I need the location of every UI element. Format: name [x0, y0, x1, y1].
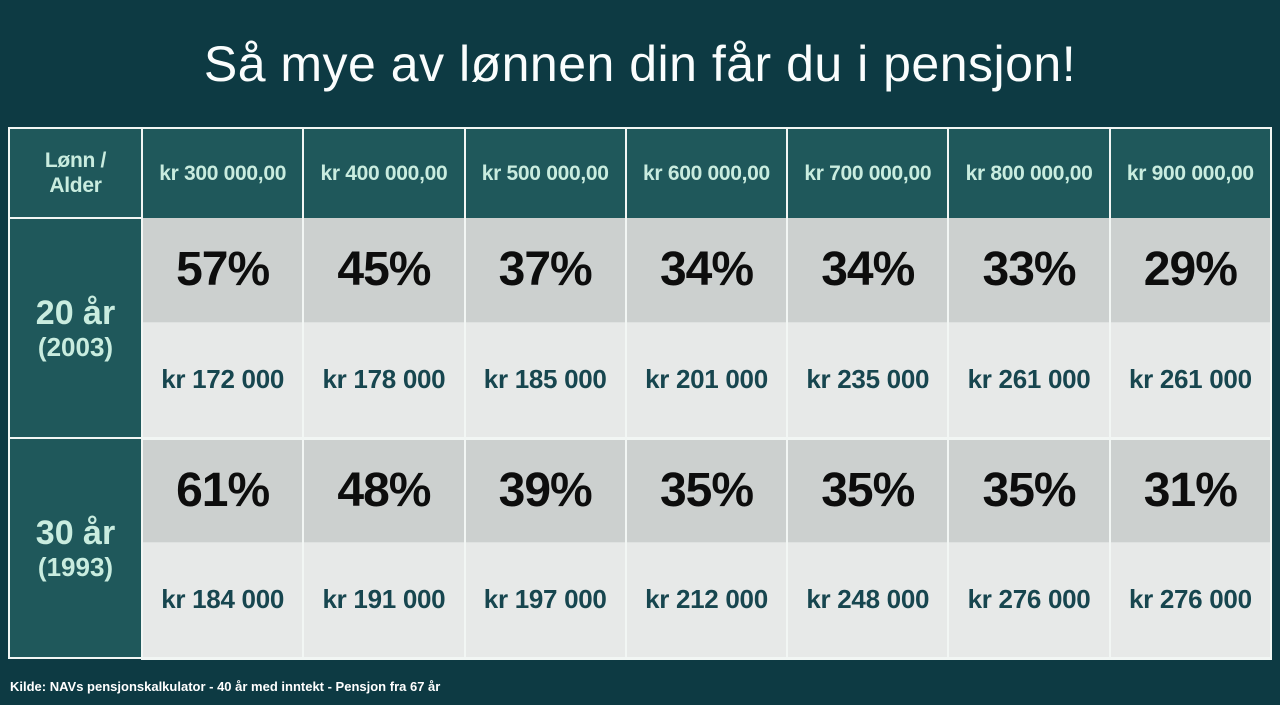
footer-bar: Kilde: NAVs pensjonskalkulator - 40 år m…	[0, 667, 1280, 705]
percent-row-30: 30 år (1993) 61% 48% 39% 35% 35% 35% 31%	[8, 437, 1273, 659]
pension-table: Lønn / Alder kr 300 000,00 kr 400 000,00…	[8, 127, 1273, 660]
percent-cell: 45%	[302, 218, 466, 322]
amount-row-30: kr 184 000 kr 191 000 kr 197 000 kr 212 …	[9, 541, 1273, 660]
percent-cell: 61%	[140, 438, 305, 542]
salary-header-cell: kr 300 000,00	[140, 127, 305, 218]
salary-header-cell: kr 600 000,00	[624, 127, 789, 218]
corner-label-line2: Alder	[49, 174, 102, 197]
percent-cell: 34%	[786, 218, 950, 322]
percent-cell: 31%	[1108, 438, 1273, 542]
amount-cell: kr 261 000	[1108, 321, 1273, 440]
percent-cell: 34%	[624, 218, 789, 322]
amount-cell: kr 178 000	[302, 321, 466, 440]
amount-row-20: kr 172 000 kr 178 000 kr 185 000 kr 201 …	[9, 321, 1273, 440]
amount-cell: kr 191 000	[302, 541, 466, 660]
salary-header-cell: kr 400 000,00	[302, 127, 466, 218]
page-title: Så mye av lønnen din får du i pensjon!	[203, 35, 1077, 92]
percent-cell: 37%	[463, 218, 627, 322]
amount-cell: kr 276 000	[947, 541, 1111, 660]
percent-row-20: 20 år (2003) 57% 45% 37% 34% 34% 33% 29%	[8, 217, 1273, 439]
salary-header-cell: kr 700 000,00	[786, 127, 950, 218]
corner-label-line1: Lønn /	[44, 148, 107, 172]
amount-cell: kr 235 000	[786, 321, 950, 440]
row-label-20-ar: 20 år (2003)	[8, 217, 143, 439]
percent-cell: 57%	[140, 218, 305, 322]
amount-cell: kr 201 000	[624, 321, 789, 440]
salary-header-cell: kr 800 000,00	[947, 127, 1111, 218]
corner-header-cell: Lønn / Alder	[8, 127, 143, 219]
amount-cell: kr 197 000	[463, 541, 627, 660]
header-row: Lønn / Alder kr 300 000,00 kr 400 000,00…	[8, 127, 1273, 219]
row-label-30-ar: 30 år (1993)	[8, 437, 143, 659]
birth-year-label: (2003)	[37, 332, 114, 363]
source-note: Kilde: NAVs pensjonskalkulator - 40 år m…	[10, 678, 441, 694]
amount-cell: kr 261 000	[947, 321, 1111, 440]
birth-year-label: (1993)	[37, 552, 114, 583]
salary-header-cell: kr 900 000,00	[1108, 127, 1273, 218]
salary-header-cell: kr 500 000,00	[463, 127, 627, 218]
amount-cell: kr 185 000	[463, 321, 627, 440]
amount-cell: kr 172 000	[140, 321, 305, 440]
age-label: 20 år	[35, 294, 116, 333]
amount-cell: kr 248 000	[786, 541, 950, 660]
percent-cell: 39%	[463, 438, 627, 542]
amount-cell: kr 212 000	[624, 541, 789, 660]
percent-cell: 33%	[947, 218, 1111, 322]
percent-cell: 48%	[302, 438, 466, 542]
percent-cell: 29%	[1108, 218, 1273, 322]
percent-cell: 35%	[947, 438, 1111, 542]
amount-cell: kr 276 000	[1108, 541, 1273, 660]
percent-cell: 35%	[624, 438, 789, 542]
title-bar: Så mye av lønnen din får du i pensjon!	[0, 0, 1280, 127]
percent-cell: 35%	[786, 438, 950, 542]
age-label: 30 år	[35, 514, 116, 553]
amount-cell: kr 184 000	[140, 541, 305, 660]
